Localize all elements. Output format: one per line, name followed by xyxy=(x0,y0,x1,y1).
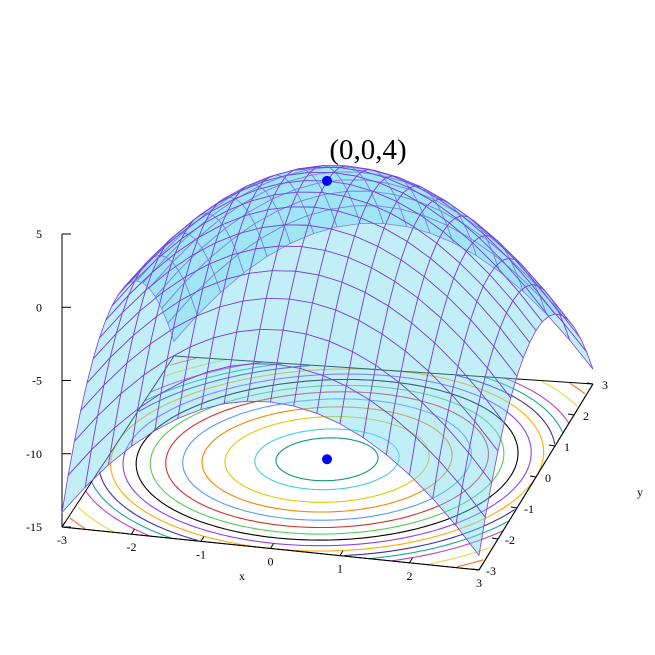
y-axis-title: y xyxy=(637,485,643,499)
y-tick xyxy=(586,382,594,385)
contour-line xyxy=(69,357,586,568)
floor-edge xyxy=(173,355,594,385)
z-tick-label: -5 xyxy=(32,374,42,388)
contour-line xyxy=(182,398,472,521)
y-tick-label: -3 xyxy=(486,564,496,578)
x-tick-label: 1 xyxy=(337,562,343,576)
y-tick-label: 3 xyxy=(602,378,608,392)
apex-point-marker xyxy=(322,175,332,186)
x-tick-label: -3 xyxy=(57,533,67,547)
x-tick-label: -2 xyxy=(127,540,137,554)
y-tick-label: 2 xyxy=(583,409,589,423)
contour-line xyxy=(122,373,532,547)
contour-line xyxy=(91,362,564,560)
y-tick-label: -2 xyxy=(505,533,515,547)
x-tick-label: 2 xyxy=(407,569,413,583)
x-axis-title: x xyxy=(239,569,245,583)
x-tick-label: -1 xyxy=(196,547,206,561)
x-tick xyxy=(339,550,344,556)
apex-annotation: (0,0,4) xyxy=(329,134,406,166)
y-tick xyxy=(491,537,499,540)
z-tick-label: 0 xyxy=(36,300,42,314)
y-tick xyxy=(548,444,556,447)
y-tick xyxy=(529,475,537,478)
z-tick-label: -10 xyxy=(26,447,42,461)
x-tick xyxy=(409,557,413,564)
y-tick xyxy=(567,413,575,416)
y-tick xyxy=(510,506,518,509)
contour-line xyxy=(201,406,453,513)
x-tick xyxy=(131,528,135,535)
surface-mesh xyxy=(61,165,594,557)
surface-patch xyxy=(455,486,486,557)
contour-line xyxy=(165,391,489,529)
z-tick-label: 5 xyxy=(36,227,42,241)
y-tick xyxy=(472,568,480,571)
floor-edge xyxy=(61,355,175,528)
x-tick xyxy=(200,536,205,542)
contour-line xyxy=(135,378,519,541)
contour-line xyxy=(275,437,379,482)
y-tick-label: 0 xyxy=(545,471,551,485)
x-tick xyxy=(61,521,66,528)
x-tick-label: 3 xyxy=(476,576,482,590)
contour-line xyxy=(254,428,400,491)
y-tick-label: 1 xyxy=(564,440,570,454)
x-tick xyxy=(478,564,483,571)
contour-line xyxy=(99,365,556,557)
x-tick-label: 0 xyxy=(268,555,274,569)
contour-line xyxy=(149,384,505,535)
contour-line xyxy=(77,359,578,565)
contour-line xyxy=(224,415,430,503)
base-point-marker xyxy=(322,454,332,465)
z-tick-label: -15 xyxy=(26,520,42,534)
y-tick-label: -1 xyxy=(524,502,534,516)
surface-patch xyxy=(563,322,594,370)
x-tick xyxy=(270,543,274,549)
